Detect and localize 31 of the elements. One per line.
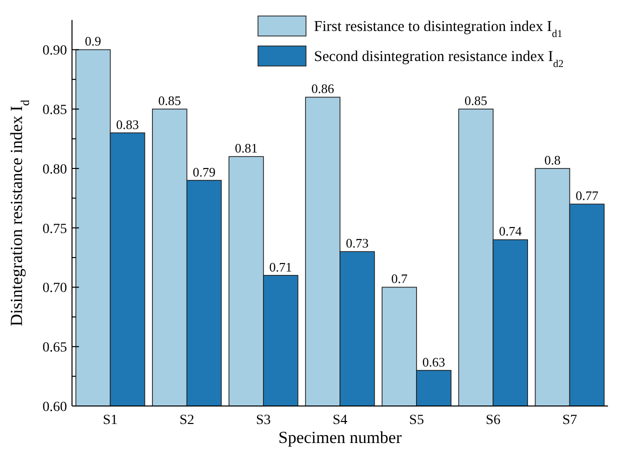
- data-label: 0.8: [544, 152, 561, 168]
- data-label: 0.73: [346, 236, 369, 251]
- data-label: 0.79: [192, 164, 216, 180]
- text: 0.85: [42, 102, 67, 118]
- data-label: 0.74: [498, 224, 522, 239]
- x-tick-label: S4: [332, 413, 348, 428]
- x-tick-label: S5: [409, 413, 424, 428]
- data-label: 0.81: [234, 140, 258, 156]
- data-label: 0.83: [116, 116, 139, 132]
- x-tick-label: S3: [256, 413, 271, 428]
- text: 0.80: [42, 162, 67, 178]
- x-tick-label: S7: [562, 413, 578, 428]
- data-label: 0.71: [269, 259, 292, 274]
- text: 0.60: [42, 400, 67, 415]
- legend-label: First resistance to disintegration index I$_{d1}$: [314, 19, 562, 40]
- text: 0.70: [42, 281, 67, 296]
- data-label: 0.7: [391, 271, 408, 286]
- data-label: 0.85: [464, 93, 488, 108]
- legend-label: Second disintegration resistance index I$_{d2}$: [314, 49, 564, 70]
- x-tick-label: S6: [486, 413, 501, 428]
- data-label: 0.85: [158, 93, 182, 108]
- data-label: 0.86: [311, 81, 335, 96]
- data-label: 0.77: [576, 188, 599, 204]
- text: 0.90: [42, 44, 67, 59]
- data-label: 0.63: [422, 354, 446, 370]
- data-label: 0.9: [84, 34, 102, 49]
- text: 0.75: [42, 222, 67, 237]
- x-tick-label: S1: [102, 413, 118, 428]
- x-axis-title: Specimen number: [278, 428, 402, 447]
- x-tick-label: S2: [179, 413, 194, 428]
- text: 0.65: [42, 340, 67, 356]
